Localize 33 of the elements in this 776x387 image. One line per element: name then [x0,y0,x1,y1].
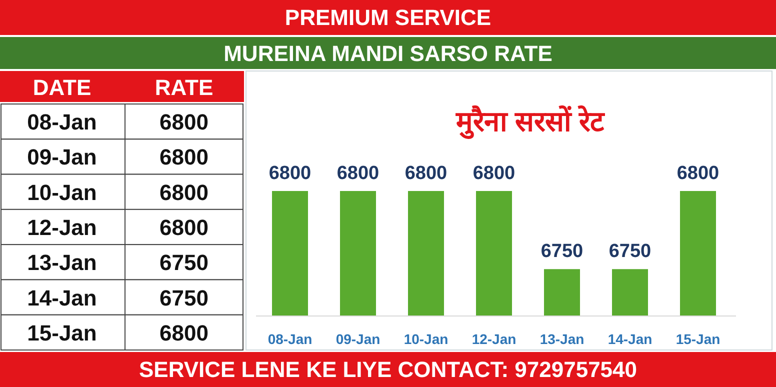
data-label: 6800 [160,110,208,135]
category-label: 10-Jan [27,180,97,205]
data-label: 6750 [160,285,208,310]
data-label: 6800 [676,163,720,184]
x-tick-label: 09-Jan [336,331,380,347]
category-label: 12-Jan [27,215,97,240]
x-tick-label: 12-Jan [472,331,516,347]
x-tick-label: 13-Jan [540,331,584,347]
category-label: 09-Jan [27,144,97,170]
text: DATE [32,75,92,100]
category-label: 14-Jan [27,285,97,310]
chart-title: मुरैना सरसों रेट [455,105,605,139]
text: RATE [154,75,214,100]
data-label: 6750 [608,241,652,262]
data-label: 6800 [160,320,208,346]
category-label: 13-Jan [27,250,97,276]
x-tick-label: 15-Jan [676,331,720,347]
text: MUREINA MANDI SARSO RATE [224,41,552,66]
data-label: 6800 [268,163,312,184]
data-label: 6800 [160,180,208,205]
text: SERVICE LENE KE LIYE CONTACT: 9729757540 [138,357,638,382]
x-tick-label: 08-Jan [268,331,312,347]
category-label: 08-Jan [27,110,97,135]
data-label: 6750 [540,241,584,262]
data-label: 6800 [336,163,380,184]
x-tick-label: 14-Jan [608,331,652,347]
data-label: 6750 [160,250,208,276]
data-label: 6800 [404,163,448,184]
data-label: 6800 [160,215,208,240]
text: PREMIUM SERVICE [284,5,492,30]
data-label: 6800 [160,144,208,170]
data-label: 6800 [472,163,516,184]
x-tick-label: 10-Jan [404,331,448,347]
